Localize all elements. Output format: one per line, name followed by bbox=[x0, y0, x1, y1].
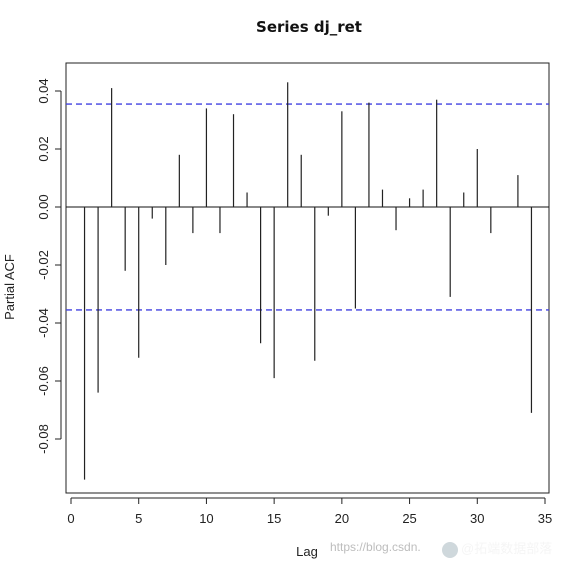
x-tick-label-10: 10 bbox=[199, 511, 213, 526]
watermark-url: https://blog.csdn. bbox=[330, 540, 421, 554]
y-axis: 0.04 0.02 0.00 -0.02 -0.04 -0.06 -0.08 bbox=[36, 78, 62, 454]
x-tick-label-5: 5 bbox=[135, 511, 142, 526]
x-axis: 0 5 10 15 20 25 30 35 bbox=[67, 497, 552, 526]
pacf-bars bbox=[83, 82, 533, 480]
watermark: https://blog.csdn. bbox=[330, 540, 421, 554]
watermark-logo-icon bbox=[442, 541, 458, 558]
plot-border bbox=[65, 62, 550, 494]
x-tick-label-20: 20 bbox=[335, 511, 349, 526]
chart-title: Series dj_ret bbox=[256, 18, 362, 36]
x-tick-label-15: 15 bbox=[267, 511, 281, 526]
x-tick-label-25: 25 bbox=[402, 511, 416, 526]
y-tick-label-1: 0.02 bbox=[36, 136, 51, 161]
x-tick-label-0: 0 bbox=[67, 511, 74, 526]
x-tick-label-35: 35 bbox=[538, 511, 552, 526]
y-tick-label-0: 0.04 bbox=[36, 78, 51, 103]
confidence-bounds bbox=[66, 103, 549, 311]
y-axis-label: Partial ACF bbox=[2, 254, 17, 320]
y-tick-label-6: -0.08 bbox=[36, 424, 51, 454]
y-tick-label-2: 0.00 bbox=[36, 194, 51, 219]
plot-frame bbox=[65, 62, 550, 494]
watermark-brand-text: @拓端数据部落 bbox=[461, 541, 553, 556]
x-axis-label: Lag bbox=[296, 544, 318, 559]
watermark-brand: @拓端数据部落 bbox=[442, 538, 552, 558]
y-tick-label-3: -0.02 bbox=[36, 250, 51, 280]
y-tick-label-5: -0.06 bbox=[36, 366, 51, 396]
y-tick-label-4: -0.04 bbox=[36, 308, 51, 338]
x-tick-label-30: 30 bbox=[470, 511, 484, 526]
